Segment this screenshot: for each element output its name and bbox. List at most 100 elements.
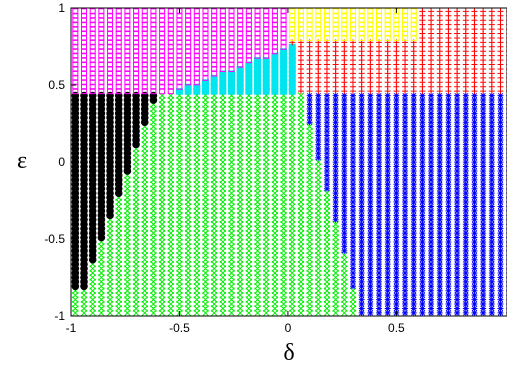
- data-point-magenta: [124, 70, 131, 77]
- data-point-red: [436, 8, 443, 15]
- data-point-magenta: [176, 48, 183, 55]
- data-point-magenta: [150, 17, 157, 24]
- data-point-magenta: [159, 65, 166, 72]
- data-point-magenta: [141, 70, 148, 77]
- data-point-magenta: [81, 12, 88, 19]
- data-point-magenta: [219, 39, 226, 46]
- data-point-magenta: [202, 34, 209, 41]
- data-point-cyan: [201, 83, 209, 91]
- data-point-magenta: [72, 61, 79, 68]
- data-point-magenta: [193, 26, 200, 33]
- data-point-magenta: [124, 83, 131, 90]
- data-point-magenta: [185, 8, 192, 15]
- data-point-magenta: [159, 48, 166, 55]
- data-point-magenta: [219, 52, 226, 59]
- data-point-magenta: [150, 34, 157, 41]
- data-point-cyan: [236, 70, 244, 77]
- data-point-magenta: [72, 21, 79, 28]
- data-point-magenta: [219, 65, 226, 72]
- data-point-magenta: [107, 26, 114, 33]
- data-point-magenta: [133, 70, 140, 77]
- data-point-cyan: [219, 74, 227, 82]
- data-point-cyan: [210, 79, 218, 86]
- data-point-magenta: [89, 61, 96, 68]
- data-point-magenta: [72, 39, 79, 46]
- data-point-magenta: [124, 26, 131, 33]
- data-point-magenta: [211, 48, 218, 55]
- data-point-magenta: [185, 26, 192, 33]
- data-point-magenta: [98, 52, 105, 59]
- data-point-magenta: [89, 8, 96, 15]
- data-point-magenta: [124, 17, 131, 24]
- data-point-magenta: [219, 48, 226, 55]
- data-point-magenta: [89, 79, 96, 86]
- data-point-magenta: [211, 12, 218, 19]
- data-point-magenta: [176, 12, 183, 19]
- data-point-magenta: [167, 83, 174, 90]
- data-point-magenta: [202, 52, 209, 59]
- data-point-magenta: [237, 34, 244, 41]
- data-point-magenta: [98, 43, 105, 50]
- data-point-magenta: [72, 70, 79, 77]
- data-point-magenta: [124, 74, 131, 81]
- data-point-magenta: [107, 39, 114, 46]
- data-point-magenta: [202, 61, 209, 68]
- data-point-magenta: [159, 61, 166, 68]
- data-point-magenta: [211, 43, 218, 50]
- data-point-magenta: [133, 34, 140, 41]
- data-point-magenta: [228, 21, 235, 28]
- data-point-magenta: [237, 52, 244, 59]
- data-point-cyan: [193, 88, 201, 95]
- data-point-magenta: [185, 74, 192, 81]
- data-point-magenta: [115, 30, 122, 37]
- data-point-magenta: [150, 39, 157, 46]
- data-point-magenta: [107, 74, 114, 81]
- data-point-magenta: [124, 43, 131, 50]
- data-point-magenta: [237, 8, 244, 15]
- data-point-magenta: [167, 39, 174, 46]
- data-point-magenta: [150, 65, 157, 72]
- data-point-magenta: [202, 39, 209, 46]
- data-point-magenta: [202, 48, 209, 55]
- data-point-magenta: [228, 61, 235, 68]
- data-point-magenta: [193, 39, 200, 46]
- data-point-magenta: [150, 48, 157, 55]
- data-point-magenta: [202, 43, 209, 50]
- data-point-magenta: [124, 57, 131, 64]
- data-point-magenta: [211, 17, 218, 24]
- data-point-magenta: [98, 12, 105, 19]
- data-point-magenta: [81, 61, 88, 68]
- data-point-magenta: [115, 65, 122, 72]
- data-point-magenta: [107, 43, 114, 50]
- data-point-magenta: [98, 61, 105, 68]
- data-point-red: [480, 8, 487, 15]
- data-point-magenta: [141, 83, 148, 90]
- data-point-magenta: [81, 30, 88, 37]
- data-point-magenta: [124, 21, 131, 28]
- data-point-magenta: [115, 12, 122, 19]
- data-point-magenta: [141, 8, 148, 15]
- data-point-red: [445, 8, 452, 15]
- data-point-magenta: [98, 30, 105, 37]
- data-point-magenta: [89, 30, 96, 37]
- data-point-magenta: [72, 8, 79, 15]
- data-point-magenta: [133, 39, 140, 46]
- data-point-magenta: [89, 74, 96, 81]
- data-point-magenta: [150, 79, 157, 86]
- y-tick-label: -0.5: [44, 232, 65, 246]
- data-point-magenta: [98, 26, 105, 33]
- data-marks: [71, 8, 507, 316]
- data-point-magenta: [219, 8, 226, 15]
- data-point-magenta: [81, 48, 88, 55]
- data-point-magenta: [237, 21, 244, 28]
- data-point-magenta: [115, 52, 122, 59]
- data-point-magenta: [81, 17, 88, 24]
- data-point-magenta: [89, 17, 96, 24]
- data-point-magenta: [193, 52, 200, 59]
- data-point-magenta: [150, 21, 157, 28]
- data-point-magenta: [98, 39, 105, 46]
- data-point-magenta: [133, 12, 140, 19]
- data-point-cyan: [210, 83, 218, 91]
- data-point-magenta: [141, 52, 148, 59]
- data-point-magenta: [115, 88, 122, 95]
